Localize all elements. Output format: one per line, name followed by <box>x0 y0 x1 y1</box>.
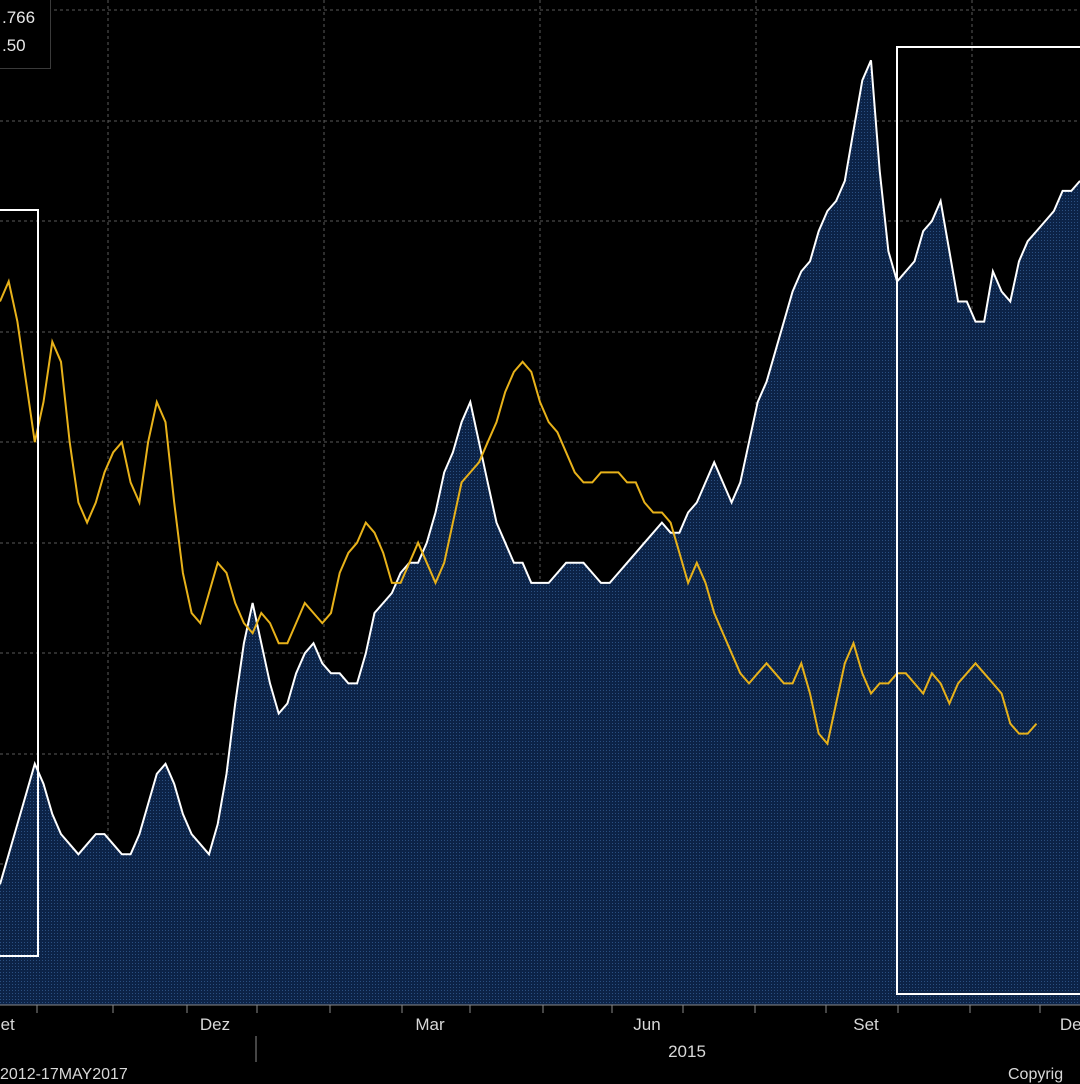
series-1-area <box>0 60 1080 1006</box>
highlight-box <box>896 46 1080 995</box>
series-1-line <box>0 59 1080 885</box>
highlight-box <box>0 209 39 957</box>
legend-value-1: .766 <box>2 8 36 27</box>
copyright-label: Copyrig <box>1008 1066 1064 1083</box>
legend: .766 .50 <box>0 0 51 69</box>
x-tick-label: Mar <box>415 1015 445 1034</box>
x-tick-label: Dez <box>1060 1015 1080 1034</box>
x-axis: Set Dez Mar Jun Set Dez 2015 <box>0 1004 1080 1062</box>
series-2-line <box>0 278 1038 746</box>
highlight-boxes <box>0 46 1080 995</box>
x-tick-label: Set <box>853 1015 879 1034</box>
x-tick-label: Jun <box>633 1015 660 1034</box>
x-tick-label: Dez <box>200 1015 230 1034</box>
year-label: 2015 <box>668 1042 706 1061</box>
x-tick-label: Set <box>0 1015 15 1034</box>
date-range-label: 2012-17MAY2017 <box>0 1066 128 1083</box>
legend-value-2: .50 <box>2 36 26 55</box>
